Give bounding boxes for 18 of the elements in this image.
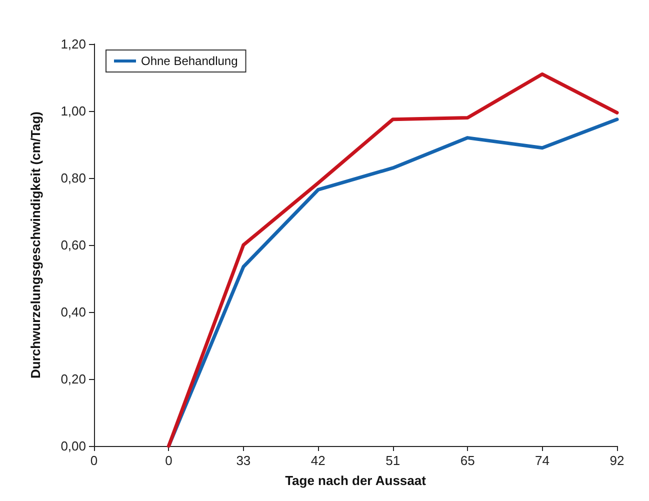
x-tick-label: 42: [310, 453, 326, 468]
x-axis-title: Tage nach der Aussaat: [285, 473, 427, 488]
y-tick-label: 0,00: [60, 438, 86, 454]
y-tick-label: 0,40: [60, 304, 86, 320]
y-tick-label: 1,00: [60, 104, 86, 118]
y-axis-title: Durchwurzelungsgeschwindigkeit (cm/Tag): [28, 111, 43, 379]
y-tick-label: 0,80: [60, 170, 86, 186]
x-tick-label: 51: [386, 453, 400, 468]
x-tick-label: 65: [460, 453, 475, 468]
y-tick-label: 1,20: [60, 36, 86, 52]
x-tick-label: 0: [90, 453, 98, 468]
legend-label: Ohne Behandlung: [141, 54, 238, 68]
x-tick-label: 33: [236, 453, 251, 468]
x-tick-label: 74: [535, 453, 550, 468]
x-tick-label: 92: [610, 453, 624, 468]
x-tick-label: 0: [165, 453, 172, 468]
y-tick-label: 0,20: [60, 372, 86, 386]
y-tick-label: 0,60: [60, 238, 86, 252]
